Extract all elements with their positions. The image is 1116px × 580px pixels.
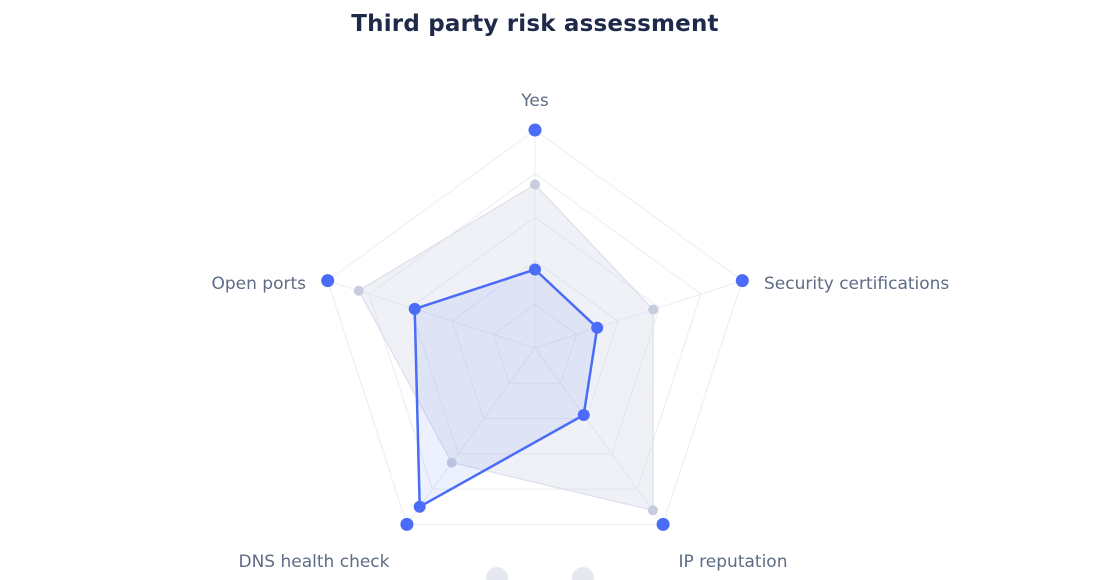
axis-spoke	[534, 280, 743, 349]
benchmark-series-point	[647, 505, 658, 516]
axis-end-dot	[735, 274, 749, 288]
axis-label-ip-reputation: IP reputation	[678, 552, 788, 572]
grid-ring	[327, 129, 743, 525]
axis-label-open-ports: Open ports	[211, 274, 306, 294]
axis-label-dns-health-check: DNS health check	[238, 552, 390, 572]
axis-end-dot	[656, 517, 670, 531]
axis-spoke	[406, 347, 536, 525]
benchmark-series-point	[530, 179, 540, 190]
grid-ring	[410, 216, 660, 455]
axis-label-yes: Yes	[521, 91, 549, 111]
primary-series-polygon	[413, 268, 599, 508]
axis-end-dot	[528, 123, 542, 137]
primary-series-point	[591, 321, 604, 334]
axis-end-dot	[321, 274, 335, 288]
primary-series-point	[413, 500, 426, 513]
grid-ring	[451, 260, 619, 419]
grid-ring	[368, 172, 702, 490]
primary-series-point	[577, 409, 590, 421]
axis-spoke	[534, 347, 664, 525]
axis-label-security-certifications: Security certifications	[764, 274, 950, 294]
chart-title: Third party risk assessment	[351, 11, 719, 37]
benchmark-series-point	[648, 304, 659, 315]
axis-end-dot	[400, 517, 414, 531]
primary-series-point	[408, 302, 421, 315]
primary-series-point	[529, 263, 541, 276]
decorative-dot	[572, 567, 594, 580]
benchmark-series-point	[446, 457, 457, 468]
grid-ring	[492, 303, 578, 384]
benchmark-series-polygon	[358, 183, 654, 511]
benchmark-series-point	[353, 285, 364, 296]
decorative-dot	[486, 567, 508, 580]
